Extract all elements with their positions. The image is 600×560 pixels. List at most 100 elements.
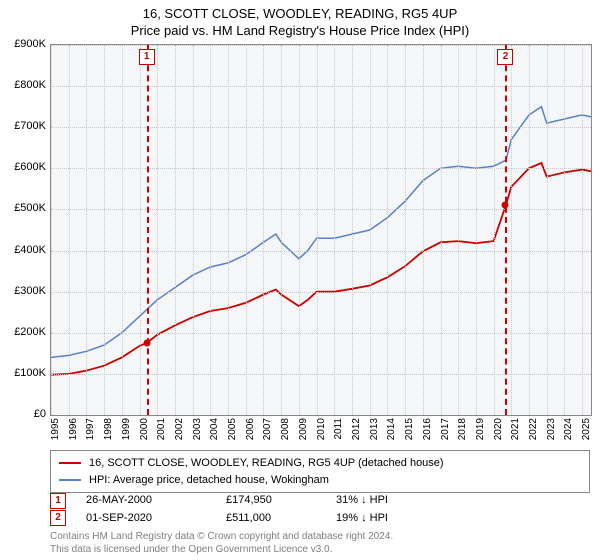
x-axis-label: 2021 — [510, 418, 521, 440]
gridline-vertical — [193, 45, 194, 415]
x-axis-label: 1999 — [121, 418, 132, 440]
x-axis-label: 2016 — [422, 418, 433, 440]
sale-marker-line — [147, 45, 149, 415]
gridline-vertical — [299, 45, 300, 415]
gridline-horizontal — [51, 86, 591, 87]
x-axis-label: 2011 — [333, 418, 344, 440]
x-axis-label: 2020 — [493, 418, 504, 440]
legend-box: 16, SCOTT CLOSE, WOODLEY, READING, RG5 4… — [50, 450, 590, 493]
y-axis: £0£100K£200K£300K£400K£500K£600K£700K£80… — [0, 44, 50, 414]
x-axis-label: 2002 — [174, 418, 185, 440]
sale-marker-line — [505, 45, 507, 415]
gridline-vertical — [370, 45, 371, 415]
y-axis-label: £100K — [14, 367, 46, 379]
x-axis-label: 1997 — [85, 418, 96, 440]
gridline-vertical — [140, 45, 141, 415]
y-axis-label: £800K — [14, 79, 46, 91]
gridline-vertical — [387, 45, 388, 415]
sale-date: 26-MAY-2000 — [86, 492, 226, 510]
x-axis-label: 2017 — [440, 418, 451, 440]
x-axis: 1995 1996 1997 1998 1999 2000 2001 2002 2003 2004… — [50, 414, 590, 454]
x-axis-label: 2007 — [262, 418, 273, 440]
footer-line: This data is licensed under the Open Gov… — [50, 543, 590, 556]
gridline-vertical — [317, 45, 318, 415]
y-axis-label: £400K — [14, 244, 46, 256]
x-axis-label: 2015 — [404, 418, 415, 440]
gridline-vertical — [441, 45, 442, 415]
x-axis-label: 2025 — [581, 418, 592, 440]
gridline-vertical — [511, 45, 512, 415]
x-axis-label: 2009 — [298, 418, 309, 440]
sale-marker-badge: 2 — [50, 510, 66, 526]
x-axis-label: 2023 — [546, 418, 557, 440]
gridline-horizontal — [51, 374, 591, 375]
gridline-vertical — [122, 45, 123, 415]
y-axis-label: £500K — [14, 202, 46, 214]
sale-delta: 31% ↓ HPI — [336, 492, 456, 510]
sale-delta: 19% ↓ HPI — [336, 510, 456, 528]
legend-label: HPI: Average price, detached house, Woki… — [89, 472, 329, 489]
legend-swatch — [59, 479, 81, 481]
series-line-hpi — [51, 107, 591, 358]
footer-line: Contains HM Land Registry data © Crown c… — [50, 530, 590, 543]
gridline-vertical — [104, 45, 105, 415]
x-axis-label: 2014 — [386, 418, 397, 440]
chart-plot-area: 12 — [50, 44, 592, 416]
gridline-vertical — [423, 45, 424, 415]
series-line-price-paid — [51, 163, 591, 375]
x-axis-label: 2005 — [227, 418, 238, 440]
sale-marker-number: 2 — [497, 49, 513, 65]
sale-price: £174,950 — [226, 492, 336, 510]
gridline-vertical — [352, 45, 353, 415]
gridline-horizontal — [51, 333, 591, 334]
legend-swatch — [59, 462, 81, 464]
x-axis-label: 2006 — [245, 418, 256, 440]
legend-row: 16, SCOTT CLOSE, WOODLEY, READING, RG5 4… — [59, 455, 581, 472]
sale-marker-number: 1 — [139, 49, 155, 65]
table-row: 1 26-MAY-2000 £174,950 31% ↓ HPI — [50, 492, 590, 510]
gridline-vertical — [157, 45, 158, 415]
gridline-horizontal — [51, 209, 591, 210]
y-axis-label: £600K — [14, 161, 46, 173]
footer-attribution: Contains HM Land Registry data © Crown c… — [50, 530, 590, 556]
x-axis-label: 2019 — [475, 418, 486, 440]
x-axis-label: 2004 — [209, 418, 220, 440]
legend-label: 16, SCOTT CLOSE, WOODLEY, READING, RG5 4… — [89, 455, 444, 472]
gridline-vertical — [175, 45, 176, 415]
gridline-vertical — [246, 45, 247, 415]
y-axis-label: £900K — [14, 38, 46, 50]
y-axis-label: £200K — [14, 326, 46, 338]
sale-marker-dot — [143, 340, 150, 347]
gridline-horizontal — [51, 45, 591, 46]
x-axis-label: 1995 — [50, 418, 61, 440]
table-row: 2 01-SEP-2020 £511,000 19% ↓ HPI — [50, 510, 590, 528]
x-axis-label: 2000 — [139, 418, 150, 440]
x-axis-label: 2001 — [156, 418, 167, 440]
gridline-vertical — [529, 45, 530, 415]
gridline-vertical — [86, 45, 87, 415]
sale-marker-dot — [502, 201, 509, 208]
gridline-vertical — [494, 45, 495, 415]
x-axis-label: 1996 — [68, 418, 79, 440]
y-axis-label: £700K — [14, 120, 46, 132]
x-axis-label: 1998 — [103, 418, 114, 440]
sale-date: 01-SEP-2020 — [86, 510, 226, 528]
gridline-vertical — [69, 45, 70, 415]
gridline-vertical — [405, 45, 406, 415]
gridline-horizontal — [51, 127, 591, 128]
gridline-vertical — [228, 45, 229, 415]
sale-marker-badge: 1 — [50, 493, 66, 509]
gridline-horizontal — [51, 292, 591, 293]
chart-subtitle: Price paid vs. HM Land Registry's House … — [0, 23, 600, 40]
gridline-vertical — [263, 45, 264, 415]
gridline-vertical — [334, 45, 335, 415]
x-axis-label: 2003 — [192, 418, 203, 440]
y-axis-label: £0 — [34, 408, 46, 420]
x-axis-label: 2022 — [528, 418, 539, 440]
legend-row: HPI: Average price, detached house, Woki… — [59, 472, 581, 489]
gridline-horizontal — [51, 251, 591, 252]
gridline-vertical — [547, 45, 548, 415]
gridline-vertical — [210, 45, 211, 415]
y-axis-label: £300K — [14, 285, 46, 297]
x-axis-label: 2008 — [280, 418, 291, 440]
